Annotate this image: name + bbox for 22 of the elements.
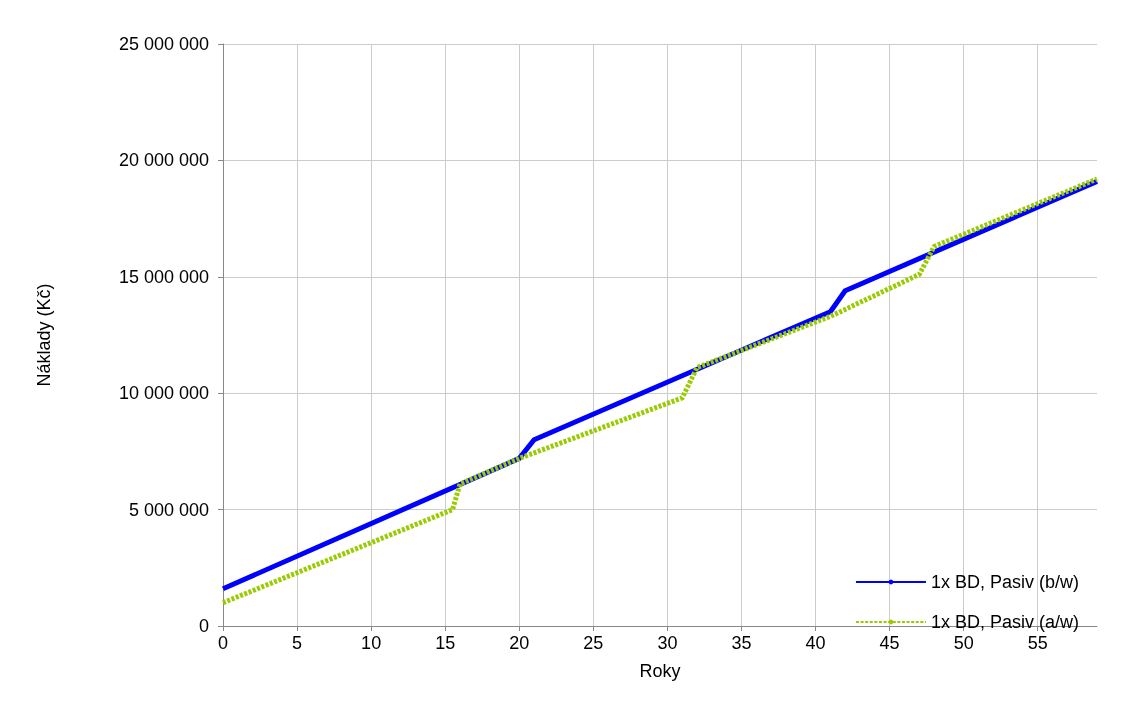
x-tick-label: 45 bbox=[879, 633, 900, 653]
y-tick-label: 25 000 000 bbox=[118, 34, 209, 54]
x-axis-title: Roky bbox=[639, 661, 681, 681]
legend-label: 1x BD, Pasiv (b/w) bbox=[930, 572, 1080, 592]
x-tick-label: 25 bbox=[583, 633, 604, 653]
x-tick-label: 55 bbox=[1027, 633, 1048, 653]
y-axis-title: Náklady (Kč) bbox=[34, 283, 54, 387]
x-tick-label: 20 bbox=[509, 633, 530, 653]
y-tick-label: 0 bbox=[198, 616, 209, 636]
x-tick-label: 40 bbox=[805, 633, 826, 653]
x-tick-label: 30 bbox=[657, 633, 678, 653]
y-tick-label: 20 000 000 bbox=[118, 150, 209, 171]
x-tick-label: 10 bbox=[361, 633, 382, 653]
y-tick-label: 5 000 000 bbox=[128, 499, 209, 520]
y-tick-label: 15 000 000 bbox=[118, 266, 209, 287]
x-tick-label: 35 bbox=[731, 633, 752, 653]
x-tick-label: 0 bbox=[217, 633, 229, 653]
legend-label: 1x BD, Pasiv (a/w) bbox=[930, 612, 1080, 632]
x-tick-label: 50 bbox=[953, 633, 974, 653]
y-tick-label: 10 000 000 bbox=[118, 383, 209, 404]
x-tick-label: 15 bbox=[435, 633, 456, 653]
x-tick-label: 5 bbox=[292, 633, 303, 653]
